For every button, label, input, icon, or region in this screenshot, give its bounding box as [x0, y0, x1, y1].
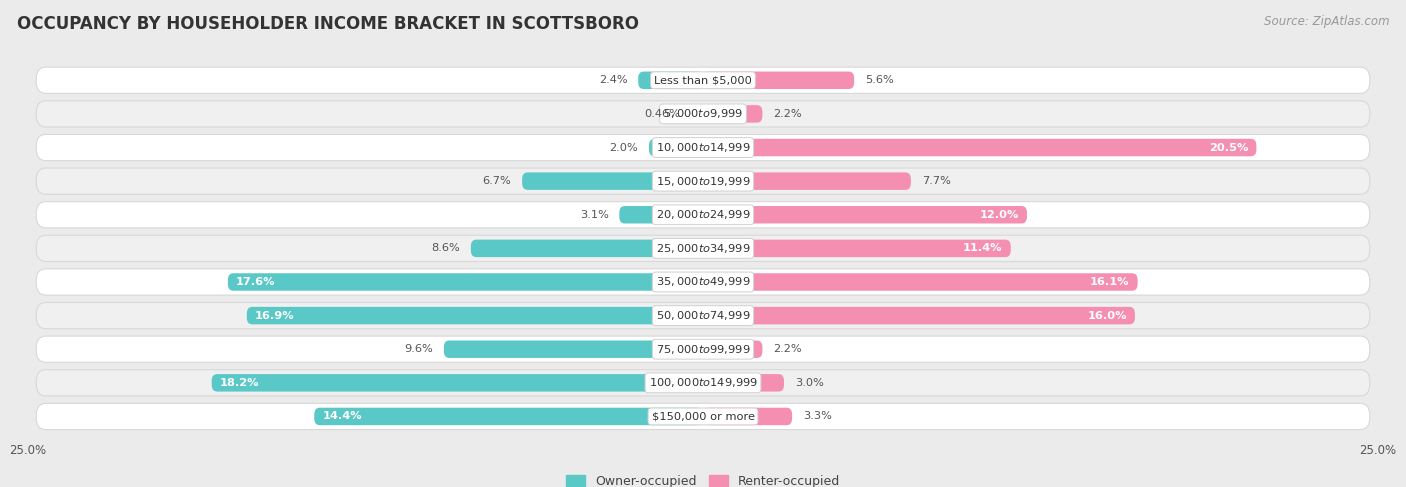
Text: 3.0%: 3.0% — [794, 378, 824, 388]
Text: 12.0%: 12.0% — [980, 210, 1019, 220]
Text: $50,000 to $74,999: $50,000 to $74,999 — [655, 309, 751, 322]
Text: 2.4%: 2.4% — [599, 75, 627, 85]
FancyBboxPatch shape — [703, 240, 1011, 257]
FancyBboxPatch shape — [703, 139, 1257, 156]
FancyBboxPatch shape — [522, 172, 703, 190]
Text: 5.6%: 5.6% — [865, 75, 894, 85]
Text: 14.4%: 14.4% — [322, 412, 361, 421]
FancyBboxPatch shape — [444, 340, 703, 358]
FancyBboxPatch shape — [703, 307, 1135, 324]
Text: 20.5%: 20.5% — [1209, 143, 1249, 152]
FancyBboxPatch shape — [703, 206, 1026, 224]
Text: 3.1%: 3.1% — [579, 210, 609, 220]
FancyBboxPatch shape — [315, 408, 703, 425]
FancyBboxPatch shape — [703, 408, 792, 425]
FancyBboxPatch shape — [650, 139, 703, 156]
Text: 6.7%: 6.7% — [482, 176, 512, 186]
FancyBboxPatch shape — [37, 302, 1369, 329]
Text: 18.2%: 18.2% — [219, 378, 259, 388]
Text: 7.7%: 7.7% — [922, 176, 950, 186]
Text: $10,000 to $14,999: $10,000 to $14,999 — [655, 141, 751, 154]
Text: 16.9%: 16.9% — [254, 311, 294, 320]
FancyBboxPatch shape — [228, 273, 703, 291]
Text: $25,000 to $34,999: $25,000 to $34,999 — [655, 242, 751, 255]
FancyBboxPatch shape — [37, 370, 1369, 396]
FancyBboxPatch shape — [690, 105, 703, 123]
FancyBboxPatch shape — [37, 235, 1369, 262]
FancyBboxPatch shape — [37, 168, 1369, 194]
FancyBboxPatch shape — [471, 240, 703, 257]
Text: 3.3%: 3.3% — [803, 412, 832, 421]
Text: $35,000 to $49,999: $35,000 to $49,999 — [655, 276, 751, 288]
FancyBboxPatch shape — [37, 269, 1369, 295]
Text: $15,000 to $19,999: $15,000 to $19,999 — [655, 175, 751, 187]
FancyBboxPatch shape — [37, 134, 1369, 161]
FancyBboxPatch shape — [212, 374, 703, 392]
Text: 11.4%: 11.4% — [963, 244, 1002, 253]
FancyBboxPatch shape — [703, 105, 762, 123]
Text: 8.6%: 8.6% — [432, 244, 460, 253]
Text: 2.2%: 2.2% — [773, 344, 801, 354]
Text: 2.2%: 2.2% — [773, 109, 801, 119]
Text: $100,000 to $149,999: $100,000 to $149,999 — [648, 376, 758, 389]
FancyBboxPatch shape — [37, 101, 1369, 127]
Text: $5,000 to $9,999: $5,000 to $9,999 — [664, 108, 742, 120]
FancyBboxPatch shape — [619, 206, 703, 224]
FancyBboxPatch shape — [247, 307, 703, 324]
FancyBboxPatch shape — [37, 403, 1369, 430]
FancyBboxPatch shape — [37, 67, 1369, 94]
Text: $20,000 to $24,999: $20,000 to $24,999 — [655, 208, 751, 221]
FancyBboxPatch shape — [703, 172, 911, 190]
Text: $150,000 or more: $150,000 or more — [651, 412, 755, 421]
FancyBboxPatch shape — [703, 273, 1137, 291]
FancyBboxPatch shape — [37, 336, 1369, 362]
FancyBboxPatch shape — [638, 72, 703, 89]
Text: 9.6%: 9.6% — [405, 344, 433, 354]
Text: Less than $5,000: Less than $5,000 — [654, 75, 752, 85]
FancyBboxPatch shape — [37, 202, 1369, 228]
Text: 0.46%: 0.46% — [644, 109, 679, 119]
Legend: Owner-occupied, Renter-occupied: Owner-occupied, Renter-occupied — [561, 470, 845, 487]
Text: 2.0%: 2.0% — [609, 143, 638, 152]
FancyBboxPatch shape — [703, 72, 855, 89]
FancyBboxPatch shape — [703, 374, 785, 392]
Text: Source: ZipAtlas.com: Source: ZipAtlas.com — [1264, 15, 1389, 28]
Text: 16.0%: 16.0% — [1087, 311, 1126, 320]
FancyBboxPatch shape — [703, 340, 762, 358]
Text: $75,000 to $99,999: $75,000 to $99,999 — [655, 343, 751, 356]
Text: 17.6%: 17.6% — [236, 277, 276, 287]
Text: 16.1%: 16.1% — [1090, 277, 1129, 287]
Text: OCCUPANCY BY HOUSEHOLDER INCOME BRACKET IN SCOTTSBORO: OCCUPANCY BY HOUSEHOLDER INCOME BRACKET … — [17, 15, 638, 33]
